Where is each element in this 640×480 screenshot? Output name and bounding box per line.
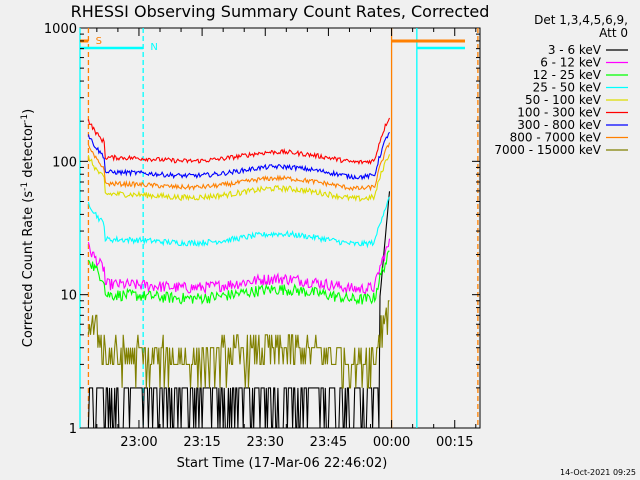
series-line-7	[87, 131, 390, 181]
series-line-3	[87, 250, 390, 306]
legend-label-1: 3 - 6 keV	[548, 43, 602, 57]
legend-label-9: 7000 - 15000 keV	[494, 143, 601, 157]
legend-label-2: 6 - 12 keV	[540, 56, 602, 70]
series-line-4	[87, 196, 390, 249]
series-line-1	[87, 191, 391, 429]
footer-date: 14-Oct-2021 09:25	[560, 468, 636, 477]
plot-frame	[79, 27, 481, 429]
marker-label-n: N	[150, 42, 157, 53]
legend-title-line2: Att 0	[599, 26, 628, 40]
y-tick-label: 1	[69, 422, 77, 437]
y-axis-label: Corrected Count Rate (s-1 detector-1)	[20, 109, 36, 347]
y-tick-label: 10	[60, 289, 77, 304]
legend-label-4: 25 - 50 keV	[533, 81, 602, 95]
legend-label-7: 300 - 800 keV	[517, 118, 601, 132]
series-line-5	[87, 154, 391, 203]
y-tick-label: 1000	[44, 22, 77, 37]
series-line-2	[87, 238, 391, 296]
chart-title: RHESSI Observing Summary Count Rates, Co…	[71, 2, 490, 21]
legend-label-6: 100 - 300 keV	[517, 106, 601, 120]
legend-label-5: 50 - 100 keV	[525, 93, 602, 107]
marker-label-s: S	[96, 36, 102, 47]
series-line-8	[87, 142, 391, 192]
series-group	[87, 117, 391, 429]
legend-label-3: 12 - 25 keV	[533, 68, 602, 82]
series-line-9	[87, 300, 390, 389]
y-axis: 1 10 100 1000	[44, 22, 480, 437]
x-tick-label: 23:30	[247, 435, 284, 450]
x-axis-label: Start Time (17-Mar-06 22:46:02)	[177, 456, 388, 471]
x-tick-label: 23:00	[120, 435, 157, 450]
legend-title-line1: Det 1,3,4,5,6,9,	[534, 13, 628, 27]
x-tick-label: 23:45	[310, 435, 347, 450]
series-line-6	[87, 117, 391, 165]
x-tick-label: 00:00	[373, 435, 410, 450]
legend-label-8: 800 - 7000 keV	[510, 131, 602, 145]
x-tick-label: 23:15	[183, 435, 220, 450]
x-tick-label: 00:15	[436, 435, 473, 450]
y-tick-label: 100	[52, 155, 77, 170]
attenuator-markers: SN	[96, 36, 158, 53]
observing-interval-lines	[79, 28, 479, 428]
x-axis: 23:00 23:15 23:30 23:45 00:00 00:15	[96, 28, 477, 450]
